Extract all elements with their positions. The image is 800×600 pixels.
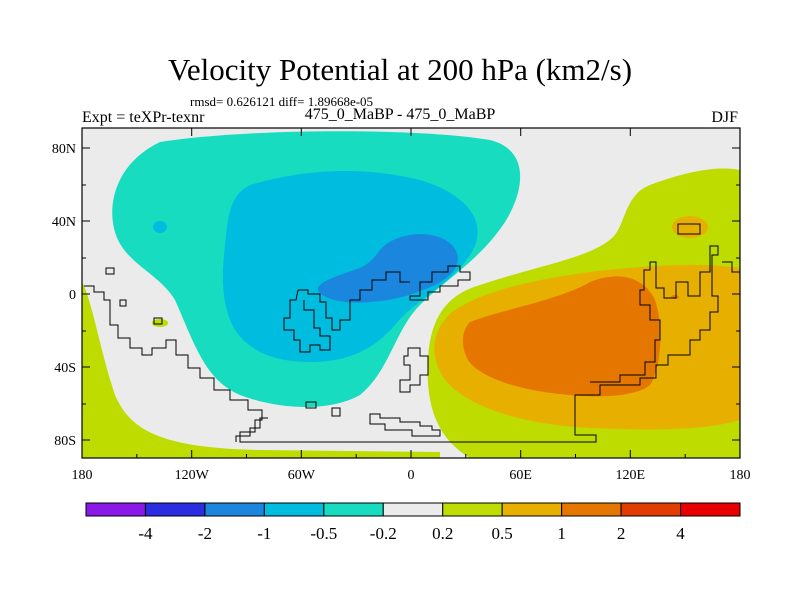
season-label: DJF [711,109,738,126]
colorbar-swatch [561,502,622,517]
colorbar-label: 0.2 [432,524,453,543]
x-tick-label: 180 [72,468,93,483]
positive-region-west [82,282,440,458]
y-tick-label: 0 [69,288,76,303]
negative-dot [153,221,167,233]
colorbar-label: -0.2 [370,524,397,543]
colorbar [85,502,741,517]
x-tick-label: 120E [616,468,646,483]
x-tick-label: 60W [288,468,316,483]
experiment-label: Expt = teXPr-texnr [82,109,205,126]
stats-label: rmsd= 0.626121 diff= 1.89668e-05 [190,94,374,109]
colorbar-swatch [680,502,741,517]
colorbar-label: -2 [198,524,212,543]
colorbar-label: 4 [676,524,685,543]
colorbar-swatch [144,502,206,517]
chart-title: Velocity Potential at 200 hPa (km2/s) [167,52,633,87]
colorbar-label: -0.5 [310,524,337,543]
positive-blob-upper-right [672,216,708,238]
coastlines [84,223,740,443]
y-axis-labels: 80N 40N 0 40S 80S [52,142,76,449]
colorbar-swatch [442,502,503,517]
y-axis-ticks [82,147,740,441]
x-axis-labels: 180 120W 60W 0 60E 120E 180 [72,468,751,483]
colorbar-swatch [204,502,265,517]
colorbar-swatch [620,502,682,517]
y-tick-label: 40S [54,361,76,376]
colorbar-swatch [263,502,325,517]
colorbar-label: 2 [617,524,626,543]
period-label: 475_0_MaBP - 475_0_MaBP [304,106,496,123]
y-tick-label: 40N [52,215,76,230]
y-tick-label: 80S [54,434,76,449]
positive-dot [152,319,168,327]
colorbar-swatch [382,502,444,517]
y-tick-label: 80N [52,142,76,157]
positive-region-core [462,276,661,397]
colorbar-swatch [323,502,384,517]
colorbar-swatch [85,502,146,517]
colorbar-label: 1 [557,524,566,543]
contour-field [82,128,740,458]
negative-region-core [317,234,458,303]
x-tick-label: 60E [509,468,532,483]
x-tick-label: 120W [175,468,210,483]
x-tick-label: 0 [408,468,415,483]
negative-region-mid [222,170,478,362]
x-axis-ticks [81,128,741,458]
colorbar-labels: -4 -2 -1 -0.5 -0.2 0.2 0.5 1 2 4 [138,524,685,543]
colorbar-swatch [501,502,563,517]
colorbar-label: -1 [257,524,271,543]
colorbar-label: -4 [138,524,153,543]
colorbar-label: 0.5 [492,524,513,543]
x-tick-label: 180 [730,468,751,483]
